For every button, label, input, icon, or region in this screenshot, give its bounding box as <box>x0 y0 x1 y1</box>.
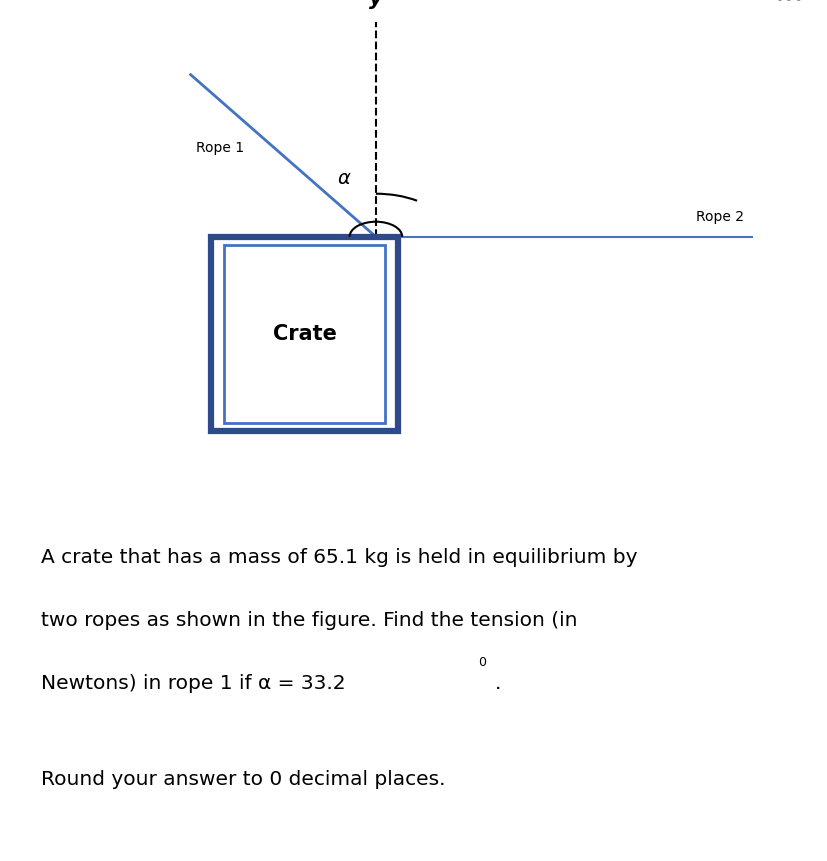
Text: A crate that has a mass of 65.1 kg is held in equilibrium by: A crate that has a mass of 65.1 kg is he… <box>41 548 638 567</box>
Text: two ropes as shown in the figure. Find the tension (in: two ropes as shown in the figure. Find t… <box>41 610 577 630</box>
Text: Round your answer to 0 decimal places.: Round your answer to 0 decimal places. <box>41 770 446 789</box>
Text: •••: ••• <box>775 0 804 9</box>
Bar <box>211 237 399 430</box>
Text: Rope 2: Rope 2 <box>696 210 744 224</box>
Bar <box>224 245 385 423</box>
Text: .: . <box>495 674 501 693</box>
Text: 0: 0 <box>478 656 486 669</box>
Text: Rope 1: Rope 1 <box>196 140 244 155</box>
Text: y: y <box>369 0 383 9</box>
Text: Newtons) in rope 1 if α = 33.2: Newtons) in rope 1 if α = 33.2 <box>41 674 351 693</box>
Text: Crate: Crate <box>273 324 337 344</box>
Text: α: α <box>337 170 350 189</box>
